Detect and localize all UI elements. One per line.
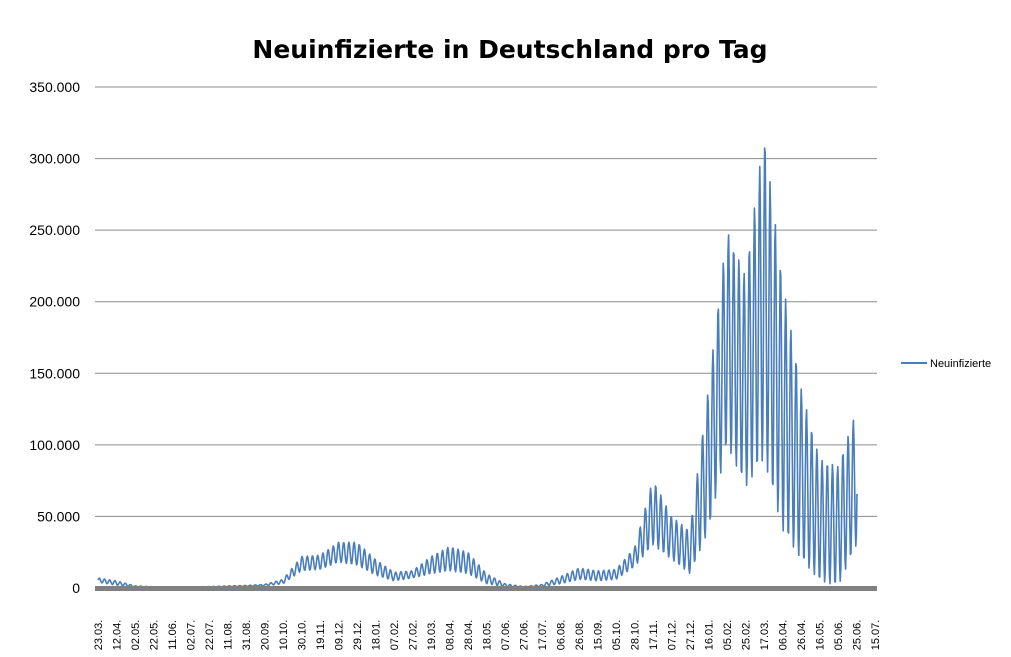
x-tick-label: 07.02.	[389, 620, 401, 651]
x-tick-label: 07.12.	[667, 620, 679, 651]
x-tick-label: 22.05.	[149, 620, 161, 651]
y-tick-label: 150.000	[29, 365, 80, 381]
x-tick-label: 20.09.	[260, 620, 272, 651]
x-tick-label: 18.01.	[371, 620, 383, 651]
x-tick-label: 07.06.	[500, 620, 512, 651]
x-tick-label: 09.12.	[334, 620, 346, 651]
series-lines	[97, 147, 858, 589]
x-tick-label: 19.03.	[426, 620, 438, 651]
x-tick-label: 08.04.	[445, 620, 457, 651]
x-tick-label: 26.04.	[796, 620, 808, 651]
chart-title: Neuinfizierte in Deutschland pro Tag	[252, 35, 767, 64]
x-tick-label: 25.06.	[852, 620, 864, 651]
x-tick-label: 19.11.	[315, 620, 327, 650]
x-tick-label: 27.12.	[685, 620, 697, 651]
x-tick-label: 22.07.	[204, 620, 216, 651]
gridlines	[95, 86, 877, 517]
series-line-neuinfizierte	[97, 147, 858, 589]
x-tick-label: 26.08.	[574, 620, 586, 651]
x-tick-label: 06.08.	[556, 620, 568, 651]
x-tick-label: 28.04.	[463, 620, 475, 651]
y-tick-label: 0	[72, 580, 80, 596]
x-tick-label: 11.08.	[223, 620, 235, 650]
y-tick-label: 300.000	[29, 151, 80, 167]
x-tick-label: 23.03.	[93, 620, 105, 651]
x-tick-label: 05.06.	[833, 620, 845, 651]
x-tick-label: 06.04.	[778, 620, 790, 651]
x-tick-label: 29.12.	[352, 620, 364, 651]
x-tick-label: 05.02.	[722, 620, 734, 651]
y-axis-ticks: 0 50.000 100.000 150.000 200.000 250.000 300.0…	[29, 79, 80, 596]
x-tick-label: 25.02.	[741, 620, 753, 651]
y-tick-label: 100.000	[29, 437, 80, 453]
x-tick-label: 28.10.	[630, 620, 642, 651]
x-tick-label: 16.05.	[815, 620, 827, 651]
x-tick-label: 11.06.	[167, 620, 179, 650]
legend-label: Neuinfizierte	[930, 358, 991, 370]
x-tick-label: 16.01.	[704, 620, 716, 651]
x-tick-label: 18.05.	[482, 620, 494, 651]
x-tick-label: 10.10.	[278, 620, 290, 651]
x-tick-label: 31.08.	[241, 620, 253, 651]
x-tick-label: 02.05.	[130, 620, 142, 651]
x-tick-label: 27.02.	[408, 620, 420, 651]
x-tick-label: 05.10.	[611, 620, 623, 651]
y-tick-label: 50.000	[37, 508, 80, 524]
x-tick-label: 15.07.	[870, 620, 882, 651]
y-tick-label: 200.000	[29, 294, 80, 310]
x-tick-label: 17.07.	[537, 620, 549, 651]
x-tick-label: 15.09.	[593, 620, 605, 651]
x-tick-label: 17.03.	[759, 620, 771, 651]
x-axis-ticks: 23.03. 12.04. 02.05. 22.05. 11.06. 02.07. 22.0…	[93, 620, 882, 651]
x-tick-label: 30.10.	[297, 620, 309, 651]
y-tick-label: 350.000	[29, 79, 80, 95]
legend: Neuinfizierte	[901, 358, 991, 370]
x-tick-label: 17.11.	[648, 620, 660, 650]
x-tick-label: 27.06.	[519, 620, 531, 651]
x-tick-label: 12.04.	[112, 620, 124, 651]
y-tick-label: 250.000	[29, 222, 80, 238]
x-tick-label: 02.07.	[186, 620, 198, 651]
x-axis-bar	[95, 586, 877, 591]
